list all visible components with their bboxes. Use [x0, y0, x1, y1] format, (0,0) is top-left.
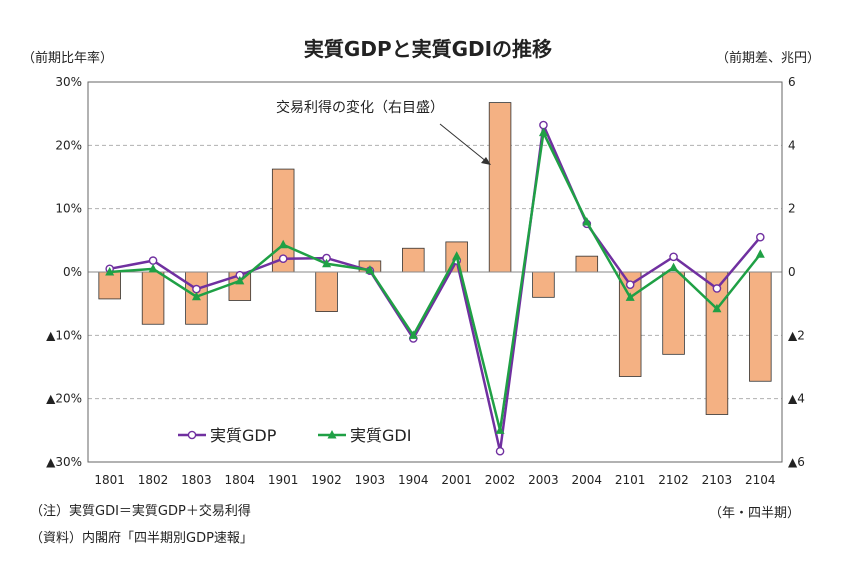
x-tick-label-2002: 2002 [485, 473, 516, 487]
point-gdi-2004 [582, 216, 592, 226]
point-gdp-2101 [625, 280, 635, 289]
point-gdi-2103 [712, 303, 722, 313]
bar-1904 [402, 247, 425, 273]
legend-marker-gdi [327, 430, 337, 439]
x-tick-label-2104: 2104 [745, 473, 776, 487]
annotation-arrow-head [481, 157, 491, 165]
point-gdp-2104 [756, 232, 765, 242]
series-line-実質GDP [109, 123, 762, 453]
left-tick-label: 30% [55, 75, 82, 89]
legend-label-実質GDP: 実質GDP [210, 426, 277, 445]
x-tick-labels: 1801 1802 1803 1804 1901 1902 1903 1904 2001 2002… [94, 473, 775, 487]
left-tick-label: ▲30% [46, 455, 82, 469]
bar-2002 [488, 102, 512, 273]
right-tick-label: 6 [788, 75, 796, 89]
x-tick-label-2003: 2003 [528, 473, 559, 487]
point-gdp-2103 [712, 284, 722, 293]
x-tick-label-2102: 2102 [658, 473, 689, 487]
x-tick-label-1904: 1904 [398, 473, 429, 487]
point-gdp-2102 [669, 252, 678, 262]
bar-2103 [705, 271, 729, 415]
right-tick-label: ▲4 [788, 392, 805, 406]
gridlines [88, 144, 782, 400]
point-gdi-1901 [278, 239, 288, 249]
left-tick-label: 20% [55, 138, 82, 152]
point-gdp-1802 [148, 256, 158, 265]
point-gdi-1802 [148, 263, 158, 273]
point-gdi-1804 [235, 275, 245, 285]
point-gdi-1801 [105, 267, 115, 276]
legend: 実質GDP 実質GDI [178, 426, 411, 445]
x-tick-label-1801: 1801 [94, 473, 125, 487]
point-gdi-2003 [538, 127, 548, 137]
x-axis-label: （年・四半期） [709, 506, 800, 521]
point-gdi-2001 [452, 251, 462, 260]
right-tick-label: ▲6 [788, 455, 805, 469]
point-gdi-2101 [625, 292, 635, 301]
x-tick-label-2103: 2103 [702, 473, 733, 487]
left-tick-label: ▲10% [46, 328, 82, 342]
left-tick-labels: 30% 20% 10% 0% ▲10% ▲20% ▲30% [46, 75, 82, 469]
point-gdi-1902 [322, 258, 332, 268]
chart-title: 実質GDPと実質GDIの推移 [304, 37, 552, 61]
annotation-arrow-line [439, 123, 488, 163]
note-formula: （注）実質GDI＝実質GDP＋交易利得 [30, 504, 251, 519]
x-tick-label-2001: 2001 [441, 473, 472, 487]
point-gdi-2104 [755, 249, 765, 258]
plot-frame [87, 81, 783, 463]
x-tick-label-1803: 1803 [181, 473, 212, 487]
bar-2003 [532, 271, 555, 298]
point-gdi-1803 [191, 291, 201, 301]
bar-2104 [749, 271, 772, 382]
x-tick-label-1804: 1804 [225, 473, 256, 487]
line-series [105, 120, 765, 456]
right-tick-label: 0 [788, 265, 796, 279]
left-tick-label: ▲20% [46, 392, 82, 406]
legend-marker-gdp [187, 430, 197, 440]
point-gdi-1904 [408, 330, 418, 339]
point-gdi-1903 [365, 265, 375, 274]
bar-1802 [141, 271, 165, 325]
point-gdp-1901 [278, 254, 288, 264]
point-gdi-2002 [495, 425, 505, 434]
left-tick-label: 10% [55, 202, 82, 216]
bar-series [98, 102, 772, 415]
annotation: 交易利得の変化（右目盛） [276, 99, 491, 165]
x-tick-label-1802: 1802 [138, 473, 169, 487]
bar-1801 [98, 271, 121, 300]
left-tick-label: 0% [63, 265, 82, 279]
right-axis-label: （前期差、兆円） [716, 50, 820, 66]
note-source: （資料）内閣府「四半期別GDP速報」 [30, 531, 253, 546]
right-tick-label: 4 [788, 138, 796, 152]
point-gdp-2002 [495, 446, 505, 456]
annotation-text: 交易利得の変化（右目盛） [276, 99, 444, 116]
point-gdp-1803 [192, 284, 201, 294]
right-tick-label: 2 [788, 202, 796, 216]
legend-label-実質GDI: 実質GDI [350, 426, 411, 445]
point-gdi-2102 [669, 262, 679, 272]
series-line-実質GDI [109, 131, 762, 432]
right-tick-label: ▲2 [788, 328, 805, 342]
x-tick-label-1903: 1903 [355, 473, 386, 487]
bar-2102 [662, 271, 685, 355]
bar-1902 [315, 271, 338, 312]
x-tick-label-2101: 2101 [615, 473, 646, 487]
x-tick-label-1902: 1902 [311, 473, 342, 487]
right-tick-labels: 6 4 2 0 ▲2 ▲4 ▲6 [788, 75, 805, 469]
point-gdp-2003 [539, 120, 548, 130]
left-axis-label: （前期比年率） [22, 50, 113, 66]
bar-2004 [575, 255, 599, 273]
x-tick-label-2004: 2004 [572, 473, 603, 487]
x-tick-label-1901: 1901 [268, 473, 299, 487]
